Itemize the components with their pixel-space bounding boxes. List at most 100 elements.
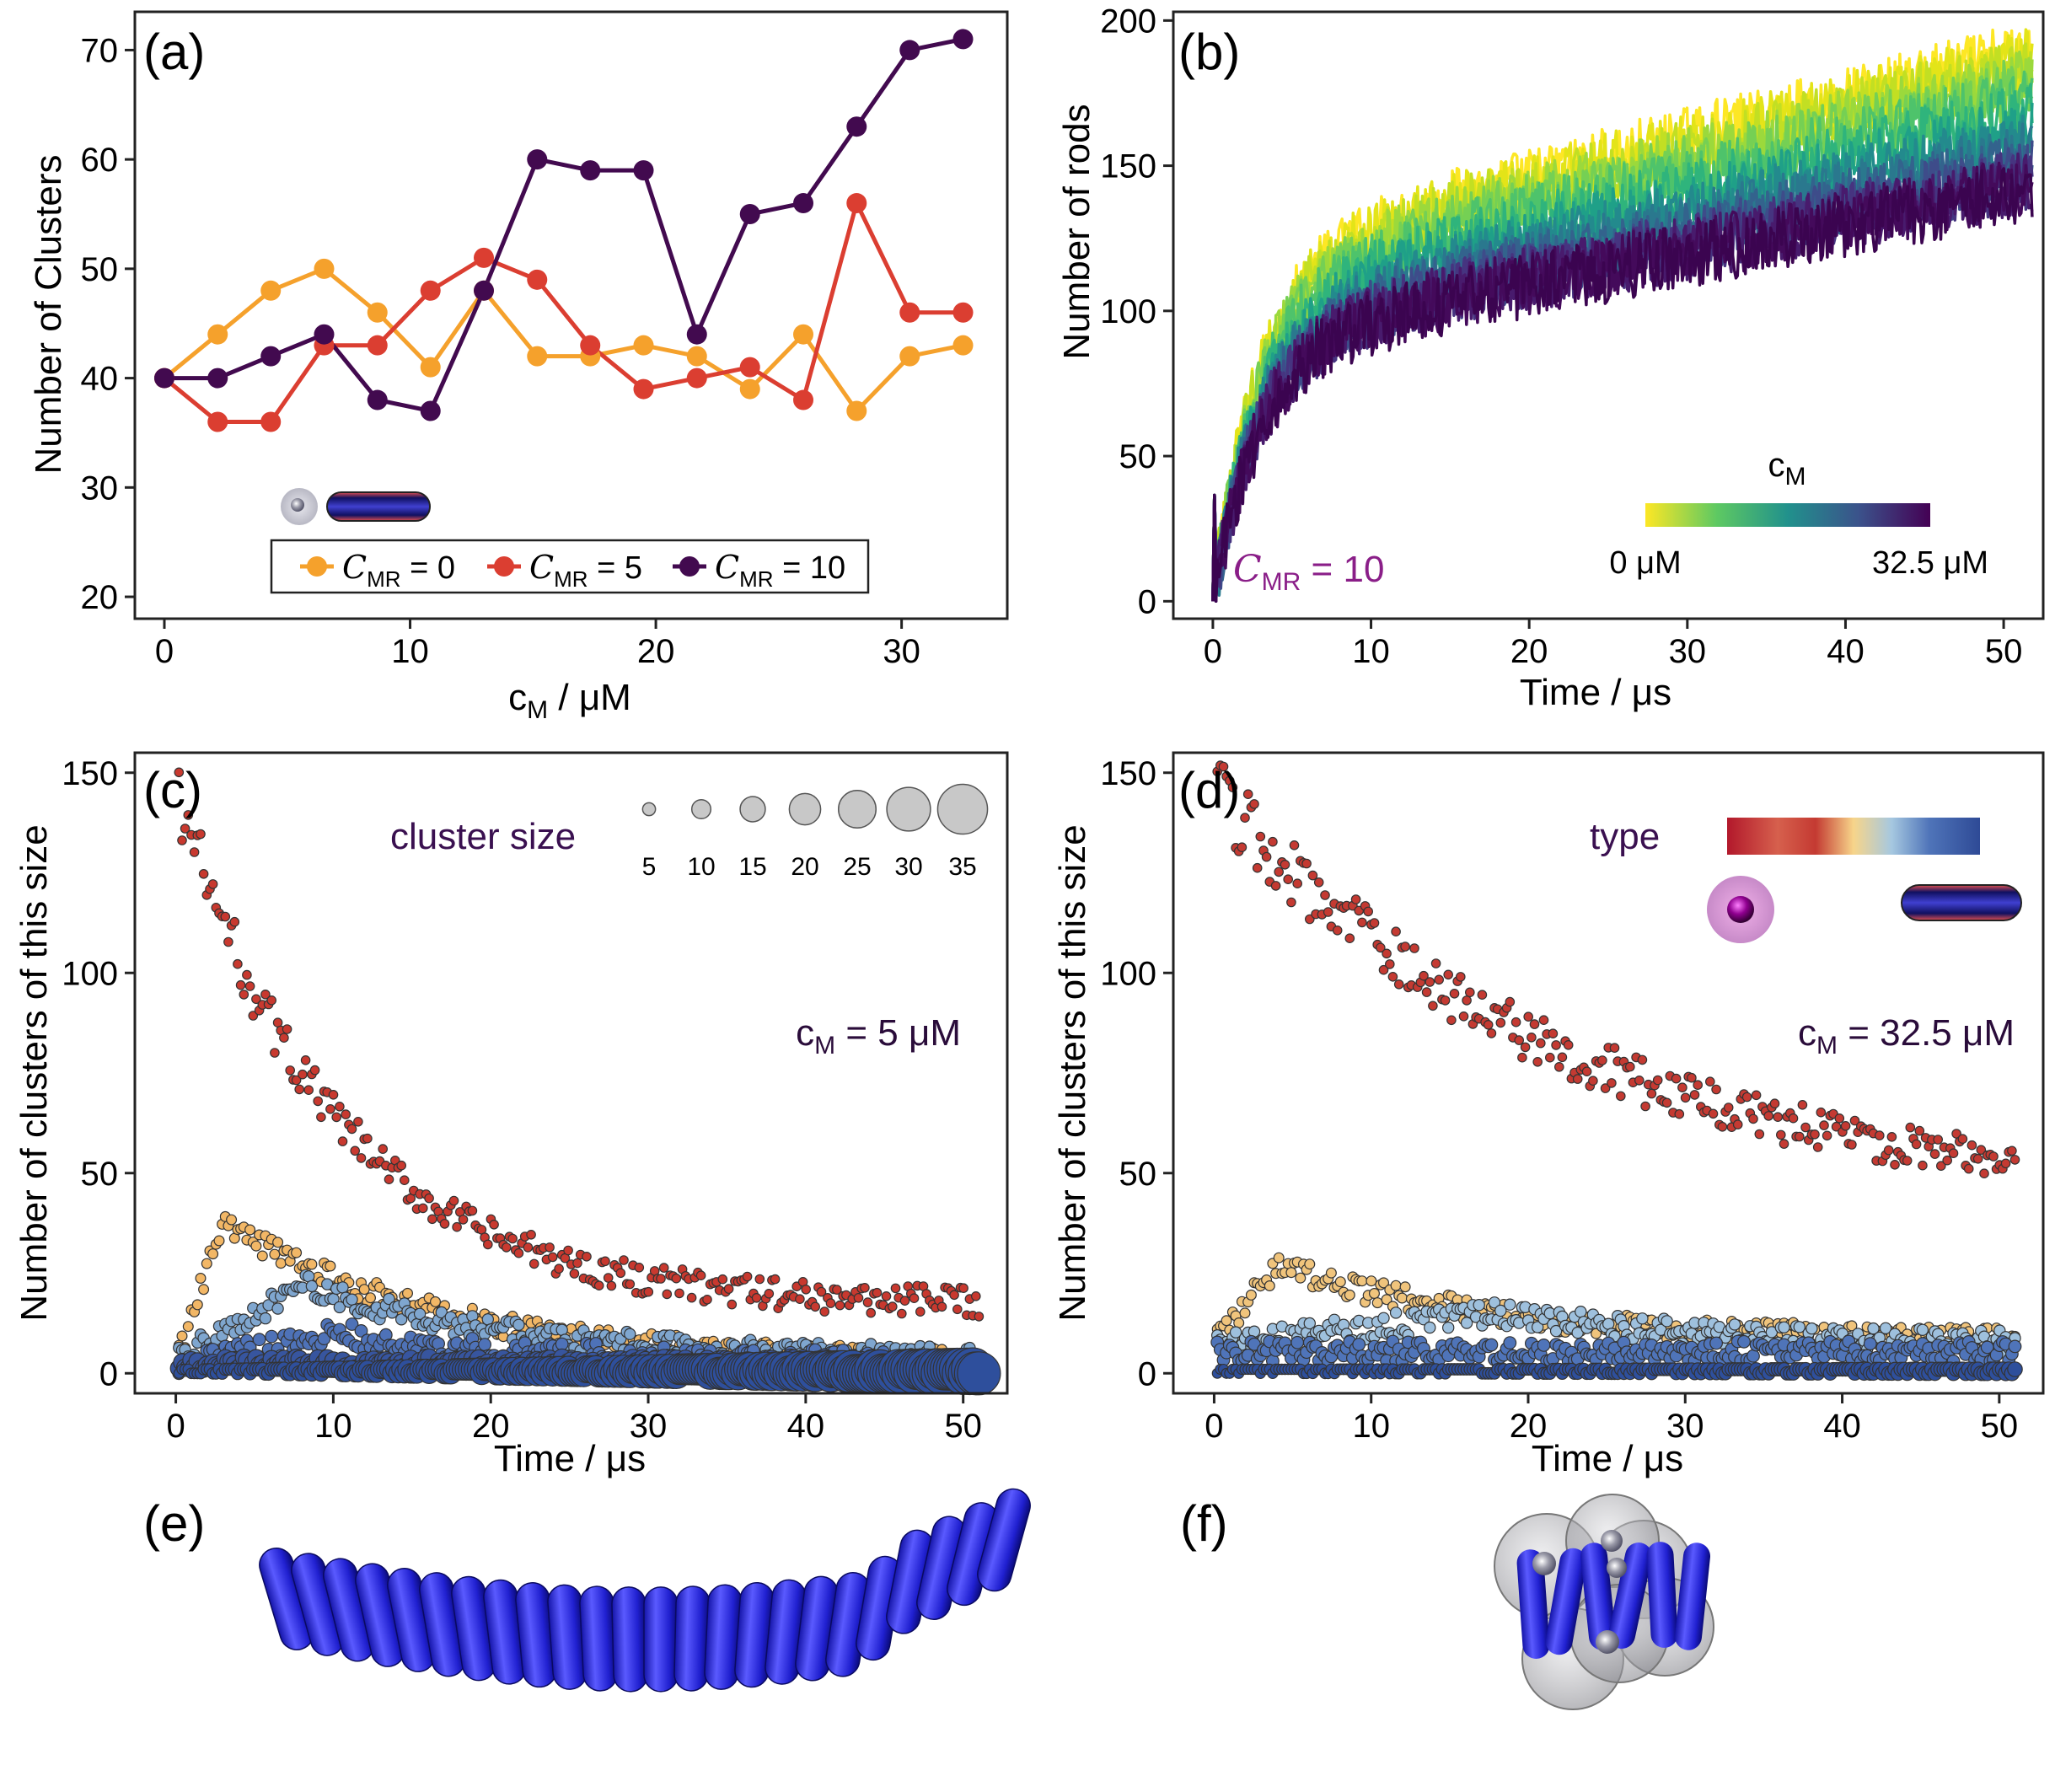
cluster-point	[1393, 979, 1404, 990]
cluster-point	[1486, 1028, 1497, 1038]
cluster-point	[1434, 974, 1444, 985]
cluster-point	[1307, 870, 1318, 881]
cluster-point	[1227, 782, 1238, 792]
cluster-point	[825, 1298, 836, 1308]
cluster-point	[1514, 1035, 1524, 1045]
cluster-point	[260, 990, 271, 1000]
cluster-point	[1976, 1145, 1987, 1155]
cluster-point	[862, 1297, 873, 1307]
cluster-point	[1503, 1336, 1517, 1349]
cluster-point	[1723, 1103, 1734, 1113]
cluster-point	[1456, 972, 1466, 982]
data-point	[739, 378, 760, 400]
cluster-point	[244, 1224, 256, 1236]
cluster-point	[346, 1124, 357, 1135]
cluster-point	[1728, 1318, 1741, 1331]
size-legend-label: 10	[687, 853, 715, 881]
cluster-point	[1292, 878, 1302, 888]
cluster-point	[1286, 897, 1296, 908]
cluster-point	[1290, 1335, 1305, 1349]
cluster-point	[1640, 1101, 1650, 1112]
cluster-point	[2008, 1339, 2022, 1354]
cluster-point	[656, 1274, 666, 1284]
panel-b-ytick-label: 50	[1119, 438, 1157, 475]
cluster-point	[1483, 1020, 1494, 1030]
cluster-point	[1581, 1066, 1592, 1076]
cluster-point	[1793, 1321, 1806, 1333]
cluster-point	[1693, 1080, 1703, 1090]
data-point	[686, 346, 707, 367]
cluster-point	[207, 1248, 219, 1260]
cluster-point	[1378, 964, 1389, 975]
cluster-point	[1484, 1338, 1499, 1352]
cluster-point	[189, 847, 200, 857]
cluster-point	[899, 1296, 910, 1306]
cluster-point	[1332, 926, 1343, 936]
cluster-point	[1831, 1121, 1842, 1132]
cluster-point	[1554, 1062, 1564, 1072]
cluster-point	[643, 1286, 654, 1297]
cluster-point	[1637, 1054, 1648, 1065]
data-point	[793, 324, 814, 345]
cluster-point	[1979, 1168, 1989, 1178]
panel-b-ytick-label: 0	[1138, 583, 1156, 620]
panel-b-xtick-label: 50	[1985, 633, 2023, 670]
data-point	[686, 324, 707, 345]
panel-c-annotation: cM = 5 μM	[796, 1012, 961, 1060]
cluster-point	[1301, 858, 1312, 869]
cluster-point	[229, 916, 240, 927]
series-line-2	[164, 36, 964, 414]
cluster-point	[1344, 1289, 1355, 1301]
panel-d-xtick-label: 50	[1981, 1408, 2019, 1445]
cluster-point	[1510, 1017, 1521, 1027]
cluster-point	[529, 1258, 539, 1269]
cluster-point	[1863, 1337, 1877, 1351]
cluster-point	[396, 1160, 406, 1171]
panel-b-xtick-label: 40	[1827, 633, 1865, 670]
panel-d-frame	[1172, 751, 2045, 1395]
cluster-point	[384, 1174, 394, 1184]
size-legend-label: 5	[642, 853, 657, 881]
cluster-point	[1545, 1052, 1555, 1063]
cluster-point	[452, 1221, 462, 1232]
cluster-point	[1255, 831, 1266, 842]
data-point	[420, 357, 441, 378]
cluster-point	[1867, 1322, 1880, 1335]
cluster-point	[213, 1235, 225, 1247]
cluster-point	[1849, 1115, 1860, 1126]
cluster-point	[1972, 1154, 1983, 1164]
panel-d-ytick-label: 50	[1119, 1156, 1157, 1193]
cluster-point	[427, 1214, 437, 1225]
cluster-point	[1462, 995, 1472, 1006]
panel-c-frame	[133, 751, 1009, 1395]
size-legend-circle	[936, 783, 989, 835]
legend-entry: CMR = 5	[529, 549, 642, 592]
panel-c-xtick-label: 0	[166, 1408, 185, 1445]
data-point	[846, 116, 867, 137]
panel-a-legend: CMR = 0 CMR = 5 CMR = 10	[270, 539, 870, 594]
size-legend-circle	[690, 798, 712, 820]
data-point	[207, 368, 228, 389]
panel-a-xlabel: cM / μM	[508, 677, 631, 724]
data-point	[846, 193, 867, 214]
cluster-point	[957, 1351, 1001, 1396]
panel-c-ylabel: Number of clusters of this size	[13, 824, 55, 1321]
cluster-point	[1473, 1298, 1485, 1312]
cluster-point	[1387, 972, 1398, 982]
data-point	[420, 280, 441, 301]
panel-c-ytick-label: 50	[81, 1156, 119, 1193]
cluster-point	[1356, 1275, 1368, 1287]
cluster-point	[1363, 906, 1373, 917]
cluster-point	[248, 1011, 259, 1021]
cluster-point	[1350, 894, 1361, 904]
cluster-point	[582, 1252, 592, 1262]
cluster-point	[196, 829, 206, 840]
data-point	[899, 40, 920, 61]
cluster-point	[358, 1284, 370, 1296]
cluster-point	[872, 1287, 883, 1298]
cluster-point	[439, 1219, 450, 1229]
cluster-point	[291, 1075, 302, 1086]
cluster-point	[1816, 1107, 1827, 1118]
cluster-point	[325, 1104, 335, 1114]
cluster-point	[1368, 1287, 1380, 1299]
